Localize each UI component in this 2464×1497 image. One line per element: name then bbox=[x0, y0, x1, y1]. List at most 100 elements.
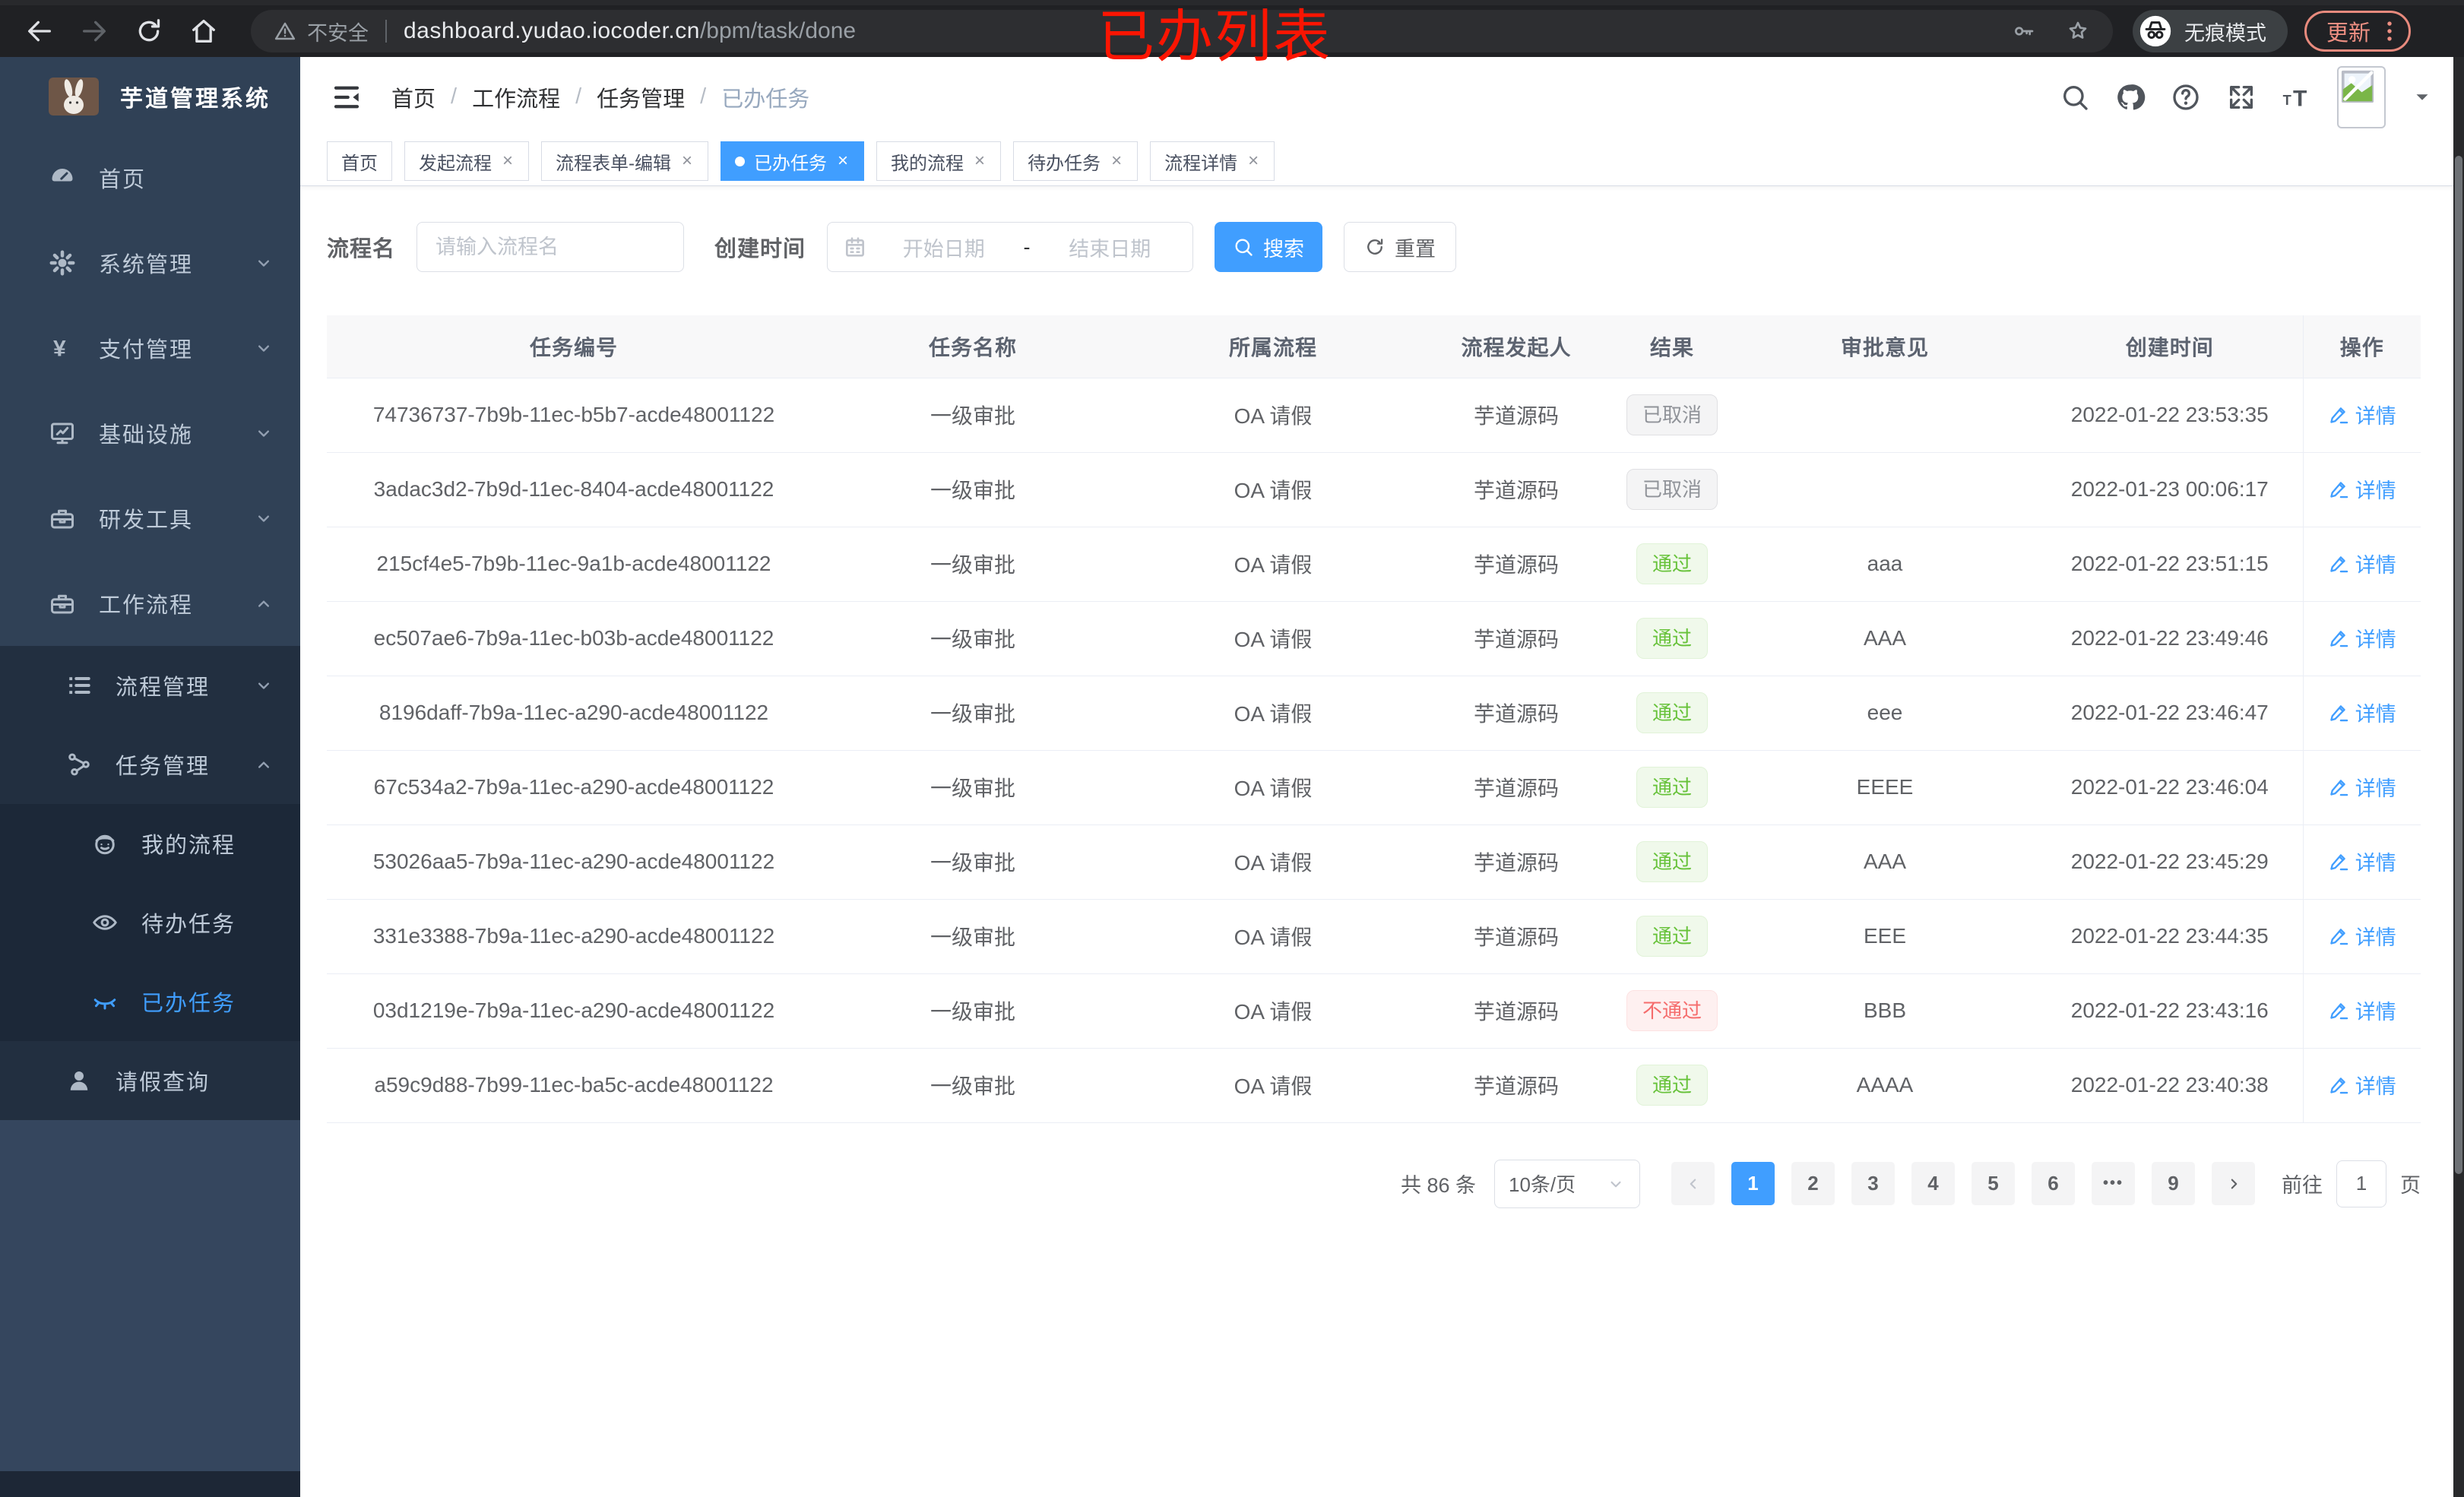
detail-link[interactable]: 详情 bbox=[2328, 995, 2396, 1025]
action-cell: 详情 bbox=[2302, 824, 2421, 900]
goto-page: 前往 页 bbox=[2282, 1160, 2421, 1207]
page-size-select[interactable]: 10条/页 bbox=[1494, 1159, 1640, 1208]
page-button-4[interactable]: 4 bbox=[1911, 1162, 1955, 1205]
page-button-9[interactable]: 9 bbox=[2152, 1162, 2195, 1205]
help-icon[interactable] bbox=[2171, 82, 2201, 112]
sidebar-item-process-mgmt[interactable]: 流程管理 bbox=[0, 646, 300, 725]
detail-link[interactable]: 详情 bbox=[2328, 1070, 2396, 1100]
page-button-6[interactable]: 6 bbox=[2032, 1162, 2075, 1205]
tab-close-icon[interactable]: × bbox=[974, 150, 986, 171]
fullscreen-icon[interactable] bbox=[2226, 82, 2257, 112]
tab-form-edit[interactable]: 流程表单-编辑 × bbox=[541, 141, 709, 181]
browser-back-icon[interactable] bbox=[24, 16, 55, 46]
tab-done-tasks[interactable]: 已办任务 × bbox=[721, 141, 865, 181]
tab-todo-tasks[interactable]: 待办任务 × bbox=[1013, 141, 1139, 181]
tab-close-icon[interactable]: × bbox=[1111, 150, 1123, 171]
sidebar-item-home[interactable]: 首页 bbox=[0, 135, 300, 220]
breadcrumb-item[interactable]: 工作流程 bbox=[472, 87, 561, 112]
page-scrollbar[interactable] bbox=[2453, 57, 2464, 1497]
broken-image-icon bbox=[2341, 70, 2374, 103]
breadcrumb-item[interactable]: 任务管理 bbox=[597, 87, 686, 112]
created-cell: 2022-01-23 00:06:17 bbox=[2037, 452, 2303, 527]
detail-link[interactable]: 详情 bbox=[2328, 921, 2396, 951]
chevron-down-icon bbox=[253, 423, 274, 444]
tab-process-detail[interactable]: 流程详情 × bbox=[1150, 141, 1275, 181]
goto-page-input[interactable] bbox=[2336, 1160, 2386, 1207]
detail-link-label: 详情 bbox=[2355, 628, 2396, 651]
avatar[interactable] bbox=[2337, 65, 2386, 128]
sidebar-item-label: 研发工具 bbox=[99, 508, 194, 533]
password-key-icon[interactable] bbox=[2011, 19, 2035, 43]
tab-close-icon[interactable]: × bbox=[682, 150, 693, 171]
detail-link-label: 详情 bbox=[2355, 1000, 2396, 1024]
search-button[interactable]: 搜索 bbox=[1215, 222, 1323, 272]
sidebar-item-label: 流程管理 bbox=[116, 676, 211, 700]
sidebar-item-infrastructure[interactable]: 基础设施 bbox=[0, 391, 300, 476]
sidebar-item-my-process[interactable]: 我的流程 bbox=[0, 804, 300, 883]
sidebar-collapse-icon[interactable] bbox=[331, 81, 363, 113]
detail-link[interactable]: 详情 bbox=[2328, 772, 2396, 802]
detail-link[interactable]: 详情 bbox=[2328, 698, 2396, 727]
url-host: dashboard.yudao.iocoder.cn bbox=[404, 18, 700, 43]
eye-closed-icon bbox=[91, 988, 119, 1015]
sidebar-item-workflow[interactable]: 工作流程 bbox=[0, 561, 300, 646]
security-warning-icon[interactable] bbox=[274, 20, 296, 43]
bookmark-star-icon[interactable] bbox=[2066, 19, 2090, 43]
task-id-cell: 74736737-7b9b-11ec-b5b7-acde48001122 bbox=[327, 378, 821, 453]
breadcrumb-item[interactable]: 首页 bbox=[391, 87, 436, 112]
detail-link[interactable]: 详情 bbox=[2328, 847, 2396, 876]
page-buttons: 1 2 3 4 5 6 ••• 9 bbox=[1663, 1162, 2263, 1205]
page-ellipsis[interactable]: ••• bbox=[2092, 1162, 2135, 1205]
tab-start-process[interactable]: 发起流程 × bbox=[404, 141, 530, 181]
browser-reload-icon[interactable] bbox=[134, 16, 164, 46]
table-row: 74736737-7b9b-11ec-b5b7-acde48001122 一级审批… bbox=[327, 378, 2421, 453]
scrollbar-thumb[interactable] bbox=[2455, 156, 2462, 1174]
tab-home[interactable]: 首页 bbox=[327, 141, 392, 181]
date-range-picker[interactable]: 开始日期 - 结束日期 bbox=[827, 222, 1194, 272]
process-name-input[interactable] bbox=[416, 222, 685, 272]
app-logo-row[interactable]: 芋道管理系统 bbox=[0, 57, 300, 135]
sidebar-item-payment-mgmt[interactable]: ¥ 支付管理 bbox=[0, 305, 300, 391]
sidebar-menu: 首页 系统管理 ¥ 支付管理 基础设施研发工具工作流程流程管理任务管理 我的流程待办任务已… bbox=[0, 135, 300, 1120]
process-cell: OA 请假 bbox=[1125, 601, 1421, 676]
github-icon[interactable] bbox=[2115, 82, 2146, 112]
sidebar-item-dev-tools[interactable]: 研发工具 bbox=[0, 476, 300, 561]
result-badge: 已取消 bbox=[1626, 469, 1718, 510]
reset-button[interactable]: 重置 bbox=[1344, 222, 1457, 272]
start-date-placeholder[interactable]: 开始日期 bbox=[902, 237, 985, 261]
end-date-placeholder[interactable]: 结束日期 bbox=[1069, 237, 1151, 261]
page-button-3[interactable]: 3 bbox=[1851, 1162, 1895, 1205]
sidebar-item-todo-tasks[interactable]: 待办任务 bbox=[0, 883, 300, 962]
page-button-5[interactable]: 5 bbox=[1972, 1162, 2015, 1205]
detail-link-label: 详情 bbox=[2355, 702, 2396, 726]
detail-link[interactable]: 详情 bbox=[2328, 623, 2396, 653]
sidebar-item-leave-query[interactable]: 请假查询 bbox=[0, 1041, 300, 1120]
search-icon[interactable] bbox=[2060, 82, 2090, 112]
browser-forward-icon[interactable] bbox=[79, 16, 109, 46]
browser-update-button[interactable]: 更新 bbox=[2304, 11, 2412, 52]
tab-close-icon[interactable]: × bbox=[1248, 150, 1259, 171]
created-cell: 2022-01-22 23:40:38 bbox=[2037, 1048, 2303, 1123]
sidebar-item-task-mgmt[interactable]: 任务管理 bbox=[0, 725, 300, 804]
sidebar-item-done-tasks[interactable]: 已办任务 bbox=[0, 962, 300, 1041]
page-button-2[interactable]: 2 bbox=[1791, 1162, 1835, 1205]
tab-close-icon[interactable]: × bbox=[502, 150, 514, 171]
tab-close-icon[interactable]: × bbox=[838, 150, 849, 171]
result-cell: 通过 bbox=[1611, 899, 1733, 974]
process-cell: OA 请假 bbox=[1125, 452, 1421, 527]
sidebar-item-label: 待办任务 bbox=[141, 913, 236, 937]
tab-my-process[interactable]: 我的流程 × bbox=[876, 141, 1002, 181]
detail-link[interactable]: 详情 bbox=[2328, 474, 2396, 504]
avatar-caret-icon[interactable] bbox=[2411, 86, 2434, 109]
detail-link[interactable]: 详情 bbox=[2328, 400, 2396, 429]
next-page-button[interactable] bbox=[2212, 1162, 2255, 1205]
comment-cell: AAA bbox=[1733, 601, 2037, 676]
page-button-1[interactable]: 1 bbox=[1731, 1162, 1775, 1205]
browser-menu-icon[interactable] bbox=[2377, 18, 2402, 44]
sidebar-item-system-mgmt[interactable]: 系统管理 bbox=[0, 220, 300, 305]
prev-page-button[interactable] bbox=[1671, 1162, 1715, 1205]
detail-link[interactable]: 详情 bbox=[2328, 549, 2396, 578]
address-bar[interactable]: 不安全 dashboard.yudao.iocoder.cn/bpm/task/… bbox=[251, 10, 2113, 52]
browser-home-icon[interactable] bbox=[188, 16, 219, 46]
